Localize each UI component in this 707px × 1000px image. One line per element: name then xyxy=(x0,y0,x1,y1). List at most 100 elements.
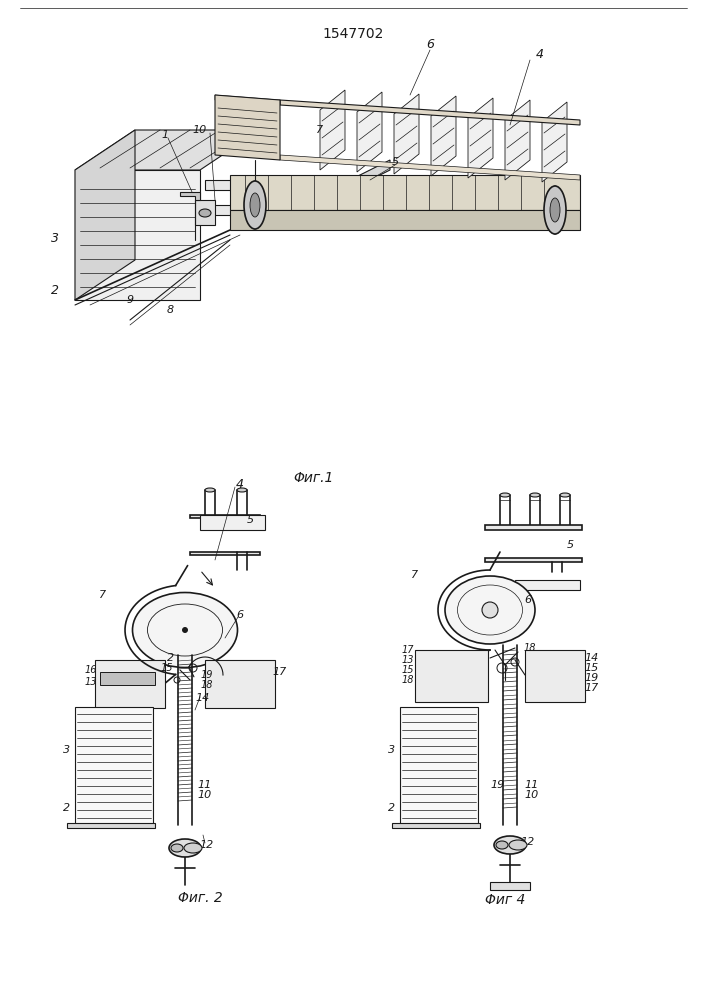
Text: 18: 18 xyxy=(201,680,214,690)
Ellipse shape xyxy=(494,836,526,854)
Text: Φиг 4: Φиг 4 xyxy=(485,893,525,907)
Text: Φиг. 2: Φиг. 2 xyxy=(177,891,223,905)
Polygon shape xyxy=(468,98,493,178)
Polygon shape xyxy=(394,94,419,174)
Ellipse shape xyxy=(244,181,266,229)
Polygon shape xyxy=(180,192,200,200)
Ellipse shape xyxy=(184,843,202,853)
Text: 6: 6 xyxy=(426,38,434,51)
Text: 6: 6 xyxy=(236,610,244,620)
Text: 2: 2 xyxy=(388,803,395,813)
Ellipse shape xyxy=(509,840,527,850)
Polygon shape xyxy=(190,552,260,555)
Text: 14: 14 xyxy=(585,653,599,663)
Polygon shape xyxy=(215,95,280,105)
Text: 18: 18 xyxy=(524,643,536,653)
Polygon shape xyxy=(230,175,580,210)
Polygon shape xyxy=(75,170,200,300)
Ellipse shape xyxy=(496,841,508,849)
Text: 3: 3 xyxy=(64,745,71,755)
Text: 17: 17 xyxy=(402,645,414,655)
Polygon shape xyxy=(392,823,480,828)
Text: 8: 8 xyxy=(166,305,173,315)
Polygon shape xyxy=(67,823,155,828)
Text: 1547702: 1547702 xyxy=(322,27,384,41)
Polygon shape xyxy=(100,672,155,685)
Ellipse shape xyxy=(500,493,510,497)
Polygon shape xyxy=(95,660,165,708)
Text: 7: 7 xyxy=(411,570,419,580)
Text: 2: 2 xyxy=(168,653,175,663)
Text: 18: 18 xyxy=(402,675,414,685)
Ellipse shape xyxy=(250,193,260,217)
Polygon shape xyxy=(505,100,530,180)
Polygon shape xyxy=(490,882,530,890)
Polygon shape xyxy=(542,102,567,182)
Polygon shape xyxy=(205,180,350,190)
Polygon shape xyxy=(205,205,350,215)
Polygon shape xyxy=(195,200,215,225)
Text: 15: 15 xyxy=(585,663,599,673)
Text: 11: 11 xyxy=(525,780,539,790)
Ellipse shape xyxy=(445,576,535,644)
Text: 4: 4 xyxy=(236,479,244,491)
Polygon shape xyxy=(75,130,135,300)
Text: 2: 2 xyxy=(51,284,59,296)
Text: 12: 12 xyxy=(521,837,535,847)
Text: 7: 7 xyxy=(317,125,324,135)
Polygon shape xyxy=(431,96,456,176)
Circle shape xyxy=(482,602,498,618)
Polygon shape xyxy=(75,130,260,170)
Text: 5: 5 xyxy=(247,515,254,525)
Polygon shape xyxy=(190,515,260,518)
Polygon shape xyxy=(525,650,585,702)
Text: 15: 15 xyxy=(402,665,414,675)
Text: 10: 10 xyxy=(525,790,539,800)
Text: 4: 4 xyxy=(536,48,544,62)
Ellipse shape xyxy=(550,198,560,222)
Bar xyxy=(400,707,478,825)
Polygon shape xyxy=(350,185,390,215)
Polygon shape xyxy=(485,558,582,562)
Text: 3: 3 xyxy=(51,232,59,244)
Text: 17: 17 xyxy=(585,683,599,693)
Text: 19: 19 xyxy=(201,670,214,680)
Polygon shape xyxy=(280,100,580,125)
Text: 5: 5 xyxy=(566,540,573,550)
Polygon shape xyxy=(357,92,382,172)
Polygon shape xyxy=(230,210,580,230)
Polygon shape xyxy=(280,155,580,180)
Ellipse shape xyxy=(544,186,566,234)
Polygon shape xyxy=(205,660,275,708)
Text: 19: 19 xyxy=(491,780,505,790)
Text: Φиг.1: Φиг.1 xyxy=(293,471,333,485)
Text: 16: 16 xyxy=(85,665,98,675)
Ellipse shape xyxy=(560,493,570,497)
Ellipse shape xyxy=(205,488,215,492)
Text: 2: 2 xyxy=(64,803,71,813)
Ellipse shape xyxy=(199,209,211,217)
Text: 13: 13 xyxy=(85,677,98,687)
Text: 15: 15 xyxy=(160,663,173,673)
Text: 10: 10 xyxy=(198,790,212,800)
Polygon shape xyxy=(215,95,280,160)
Text: 12: 12 xyxy=(200,840,214,850)
Polygon shape xyxy=(415,650,488,702)
Text: 5: 5 xyxy=(392,157,399,167)
Text: 10: 10 xyxy=(193,125,207,135)
Ellipse shape xyxy=(132,592,238,668)
Text: 11: 11 xyxy=(198,780,212,790)
Ellipse shape xyxy=(169,839,201,857)
Bar xyxy=(75,707,153,825)
Ellipse shape xyxy=(530,493,540,497)
Text: 13: 13 xyxy=(402,655,414,665)
Polygon shape xyxy=(350,160,390,190)
Polygon shape xyxy=(515,580,580,590)
Ellipse shape xyxy=(237,488,247,492)
Text: 1: 1 xyxy=(161,130,168,140)
Text: 3: 3 xyxy=(388,745,395,755)
Text: 17: 17 xyxy=(273,667,287,677)
Circle shape xyxy=(182,627,188,633)
Polygon shape xyxy=(320,90,345,170)
Polygon shape xyxy=(485,525,582,530)
